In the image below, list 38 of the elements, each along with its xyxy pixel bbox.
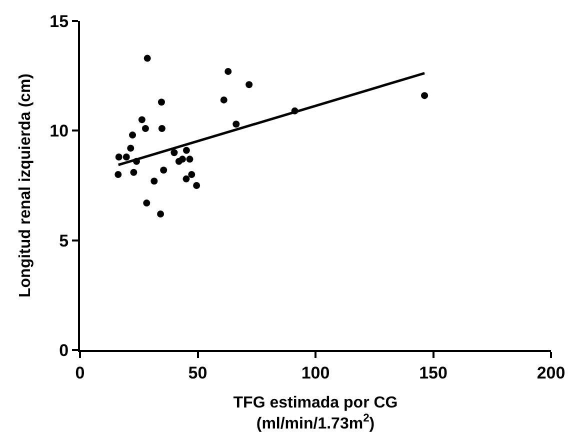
point	[220, 96, 228, 104]
point	[186, 156, 194, 163]
point	[232, 120, 240, 128]
point	[127, 144, 134, 152]
point	[421, 92, 428, 100]
point	[170, 149, 178, 156]
y-axis-title: Longitud renal izquierda (cm)	[17, 73, 34, 298]
point	[142, 124, 149, 132]
point	[143, 200, 150, 207]
y-tick-label: 10	[50, 122, 69, 141]
y-tick-label: 5	[59, 231, 69, 250]
point	[129, 132, 136, 139]
point	[144, 54, 151, 62]
x-tick-label: 150	[419, 363, 448, 382]
point	[150, 178, 158, 185]
point	[178, 156, 186, 163]
point	[246, 81, 253, 88]
point	[182, 175, 190, 182]
point	[188, 171, 196, 178]
x-tick-label: 50	[188, 363, 208, 382]
point	[158, 124, 166, 132]
point	[158, 98, 165, 106]
x-tick-label: 0	[75, 363, 85, 382]
point	[157, 210, 164, 218]
x-tick-label: 100	[301, 363, 330, 382]
point	[115, 153, 122, 160]
point	[182, 146, 190, 154]
point	[193, 182, 200, 189]
x-tick-label: 200	[536, 363, 566, 382]
point	[122, 153, 130, 160]
y-tick-label: 15	[50, 12, 69, 31]
point	[160, 166, 168, 174]
point	[130, 168, 138, 176]
point	[114, 171, 122, 178]
point	[138, 116, 146, 124]
x-axis-title: TFG estimada por CG (ml/min/1.73m$^{2}$)	[233, 394, 398, 432]
point	[224, 68, 232, 75]
y-tick-label: 0	[59, 340, 69, 360]
